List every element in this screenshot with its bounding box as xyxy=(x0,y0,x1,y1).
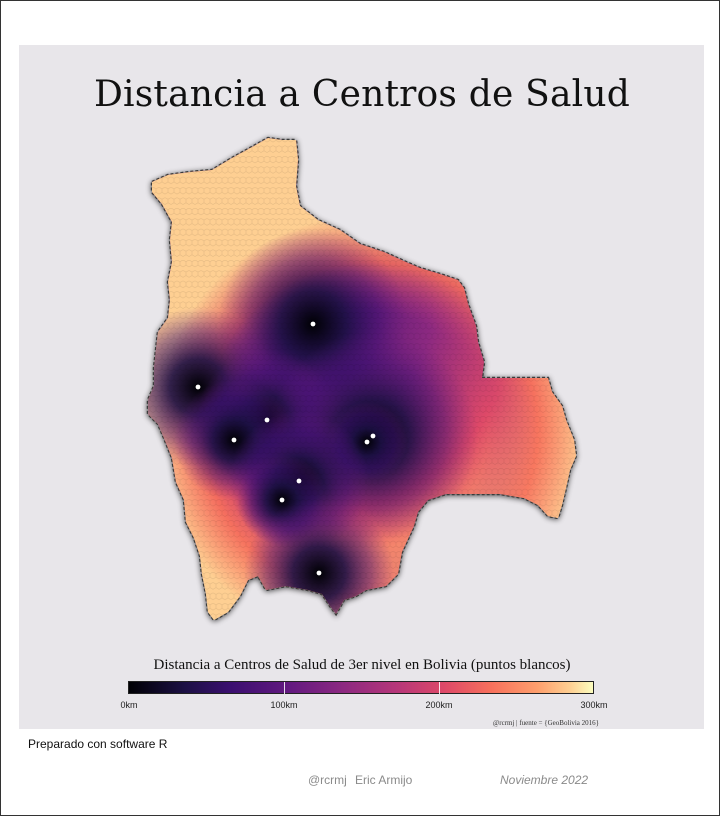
hospital-point xyxy=(316,570,322,576)
footer-handle: @rcrmj xyxy=(308,773,347,787)
legend-tick-label: 100km xyxy=(270,700,298,710)
hospital-point xyxy=(296,478,302,484)
legend-color-bar xyxy=(128,681,594,694)
distance-surface xyxy=(148,138,576,620)
hospital-point xyxy=(364,439,370,445)
hospital-point xyxy=(310,321,316,327)
legend-title: Distancia a Centros de Salud de 3er nive… xyxy=(153,657,571,673)
map-title: Distancia a Centros de Salud xyxy=(93,74,631,115)
legend-tick-mark xyxy=(284,682,285,694)
hospital-point xyxy=(279,497,285,503)
hospital-points xyxy=(195,321,376,576)
legend-tick-label: 300km xyxy=(580,700,608,710)
hospital-point xyxy=(264,417,270,423)
data-source-credit: @rcrmj | fuente = {GeoBolivia 2016} xyxy=(492,719,599,727)
hospital-point xyxy=(231,437,237,443)
footer-author: Eric Armijo xyxy=(355,773,413,787)
prepared-with-note: Preparado con software R xyxy=(28,737,168,751)
legend-tick-label: 0km xyxy=(120,700,138,710)
hospital-point xyxy=(370,433,376,439)
footer-date: Noviembre 2022 xyxy=(500,773,589,787)
legend-tick-mark xyxy=(439,682,440,694)
hospital-point xyxy=(195,384,201,390)
legend-tick-label: 200km xyxy=(425,700,453,710)
